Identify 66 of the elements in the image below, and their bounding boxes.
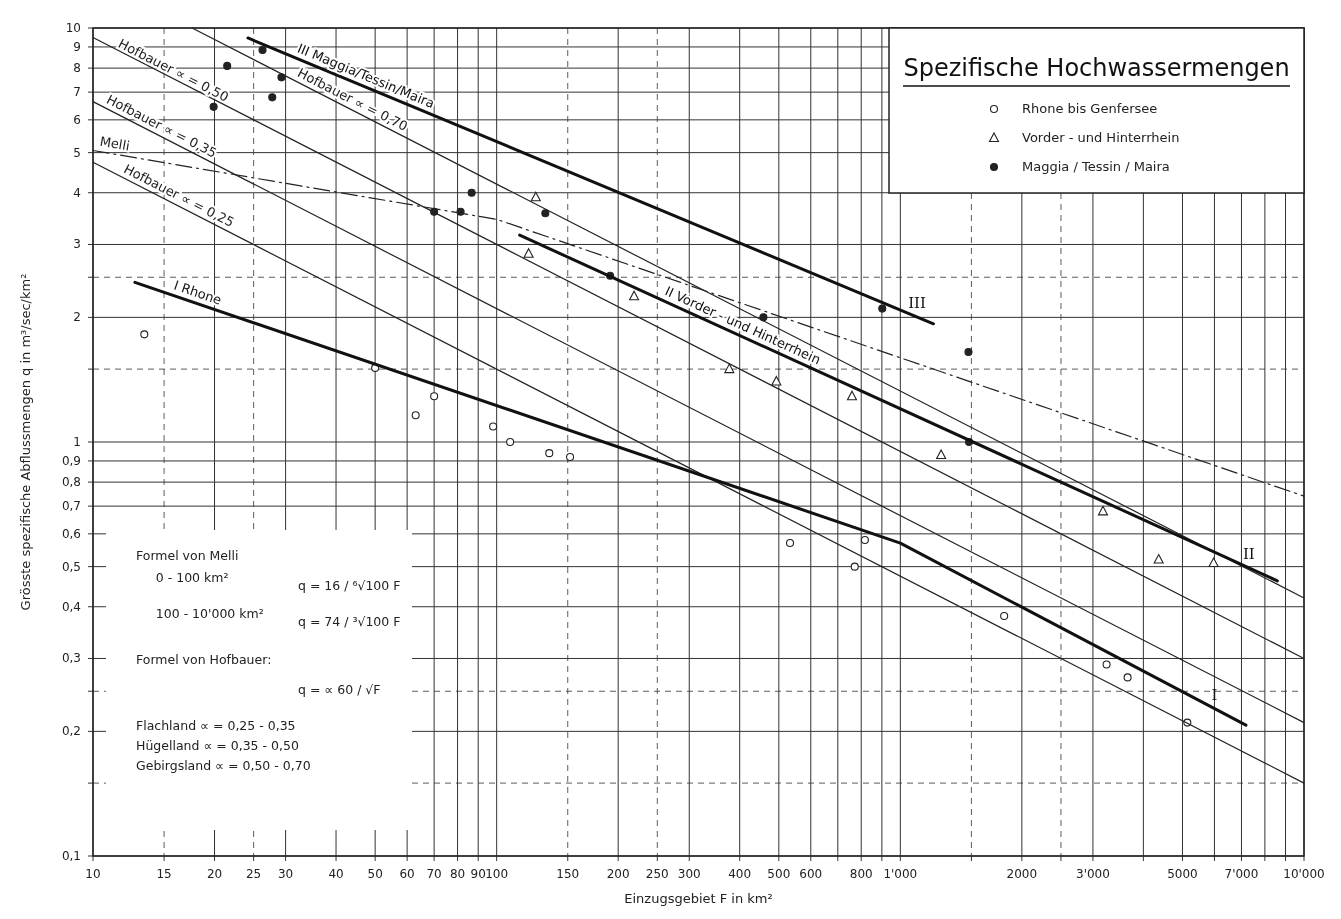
annotation: 0 - 100 km² (155, 570, 229, 585)
annotation: Hügelland ∝ = 0,35 - 0,50 (136, 738, 299, 753)
y-tick-label: 0,9 (61, 453, 81, 468)
x-tick-label: 100 (485, 867, 509, 881)
y-tick-label: 0,6 (61, 526, 81, 541)
legend-label: Maggia / Tessin / Maira (1022, 159, 1170, 174)
annotation: q = ∝ 60 / √F (298, 682, 381, 697)
y-tick-label: 6 (73, 112, 81, 127)
x-tick-label: 90 (470, 867, 486, 881)
y-tick-label: 2 (73, 310, 81, 325)
y-tick-label: 7 (73, 85, 81, 100)
x-tick-label: 1'000 (883, 867, 918, 881)
x-tick-label: 80 (449, 867, 466, 881)
x-tick-label: 7'000 (1224, 867, 1259, 881)
x-tick-label: 2000 (1006, 867, 1038, 881)
x-tick-label: 25 (245, 867, 262, 881)
y-tick-label: 10 (65, 21, 81, 35)
y-tick-label: 1 (73, 435, 81, 449)
annotation: 100 - 10'000 km² (155, 606, 264, 621)
y-tick-label: 5 (73, 145, 81, 160)
x-tick-label: 20 (206, 867, 223, 881)
annotation: q = 74 / ³√100 F (298, 614, 401, 629)
y-tick-label: 0,4 (61, 599, 81, 614)
annotation: Gebirgsland ∝ = 0,50 - 0,70 (136, 758, 311, 773)
y-tick-label: 3 (73, 237, 81, 252)
y-tick-label: 0,1 (61, 849, 81, 863)
x-tick-label: 250 (645, 867, 669, 881)
x-tick-label: 150 (556, 867, 580, 881)
x-tick-label: 500 (767, 867, 791, 881)
x-tick-label: 15 (156, 867, 172, 881)
legend-label: Vorder - und Hinterrhein (1022, 130, 1180, 145)
x-tick-label: 600 (799, 867, 823, 881)
annotation: III (908, 294, 926, 313)
y-tick-label: 0,5 (61, 559, 81, 574)
x-tick-label: 10 (85, 867, 101, 881)
x-tick-label: 40 (328, 867, 344, 881)
annotation: Flachland ∝ = 0,25 - 0,35 (136, 718, 296, 733)
annotation: q = 16 / ⁶√100 F (298, 578, 401, 593)
x-tick-label: 50 (367, 867, 383, 881)
x-tick-label: 300 (677, 867, 701, 881)
y-tick-label: 0,7 (61, 499, 81, 514)
y-tick-label: 4 (73, 185, 81, 200)
text: I Rhone (171, 277, 224, 308)
text: Spezifische Hochwassermengen (903, 54, 1290, 82)
x-tick-label: 5000 (1167, 867, 1198, 881)
x-tick-label: 400 (728, 867, 752, 881)
y-axis-title: Grösste spezifische Abflussmengen q in m³/sec/km² (18, 273, 33, 611)
x-axis-title: Einzugsgebiet F in km² (624, 891, 773, 906)
x-tick-label: 10'000 (1283, 867, 1325, 881)
annotation: Formel von Hofbauer: (136, 652, 272, 667)
legend-label: Rhone bis Genfersee (1022, 101, 1158, 116)
annotation: Formel von Melli (136, 548, 239, 563)
y-tick-label: 9 (73, 39, 81, 54)
x-tick-label: 200 (606, 867, 630, 881)
y-tick-label: 0,3 (61, 651, 81, 666)
x-tick-label: 30 (277, 867, 294, 881)
y-tick-label: 8 (73, 61, 81, 76)
y-tick-label: 0,8 (61, 475, 81, 490)
x-tick-label: 70 (426, 867, 442, 881)
text: Melli (98, 133, 131, 154)
x-tick-label: 60 (399, 867, 415, 881)
x-tick-label: 800 (849, 867, 873, 881)
annotation: II (1242, 545, 1255, 564)
x-tick-label: 3'000 (1076, 867, 1110, 881)
y-tick-label: 0,2 (61, 724, 81, 739)
annotation: I (1211, 685, 1218, 704)
